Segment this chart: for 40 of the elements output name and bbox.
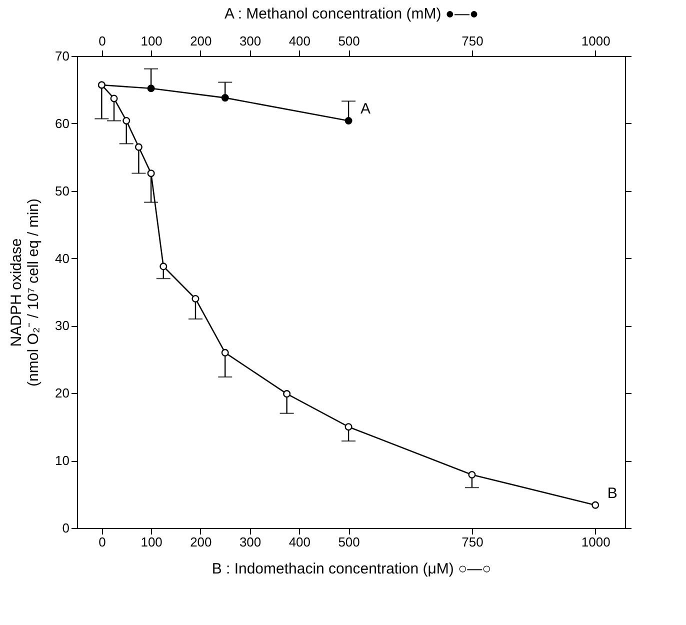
- x2-tick-label: 0: [98, 34, 106, 48]
- series-label: A: [360, 100, 371, 118]
- y-tick-label: 20: [55, 386, 70, 401]
- x2-tick-label: 1000: [581, 34, 610, 48]
- point: [134, 143, 142, 151]
- point: [160, 262, 168, 270]
- point: [344, 423, 352, 431]
- point: [110, 94, 118, 102]
- y-axis-title: NADPH oxidase (nmol O₂⁻ / 10⁷ cell eq / min): [8, 198, 42, 386]
- x2-axis-title: A : Methanol concentration (mM) ●—●: [224, 6, 479, 22]
- x-tick-label: 0: [98, 534, 106, 550]
- x2-tick-label: 750: [462, 34, 484, 48]
- y-tick-label: 40: [55, 250, 70, 266]
- x-tick-label: 100: [140, 534, 162, 550]
- point: [592, 501, 600, 509]
- x-tick-label: 400: [288, 534, 311, 550]
- x-tick-label: 300: [239, 534, 262, 550]
- x-tick-label: 750: [462, 534, 484, 550]
- series-label: B: [607, 485, 618, 502]
- y-tick-label: 30: [55, 318, 70, 334]
- x2-tick-label: 500: [338, 34, 360, 48]
- x-tick-label: 200: [190, 534, 212, 550]
- y-tick-label: 70: [55, 48, 70, 64]
- x-axis-title: B : Indomethacin concentration (μM) ○—○: [212, 560, 492, 578]
- y-tick-label: 10: [55, 453, 70, 468]
- x2-tick-label: 200: [190, 34, 212, 48]
- x2-tick-label: 400: [288, 34, 311, 48]
- x2-tick-label: 300: [239, 34, 262, 48]
- point: [221, 348, 229, 356]
- y-tick-label: 50: [55, 183, 70, 198]
- x-tick-label: 1000: [581, 534, 610, 550]
- point: [283, 390, 291, 398]
- point: [468, 470, 476, 478]
- x-tick-label: 500: [338, 534, 360, 550]
- point: [147, 170, 155, 178]
- point: [192, 294, 200, 302]
- point: [122, 116, 130, 124]
- y-tick-label: 60: [55, 116, 70, 131]
- y-tick-label: 0: [62, 520, 70, 536]
- x2-tick-label: 100: [140, 34, 162, 48]
